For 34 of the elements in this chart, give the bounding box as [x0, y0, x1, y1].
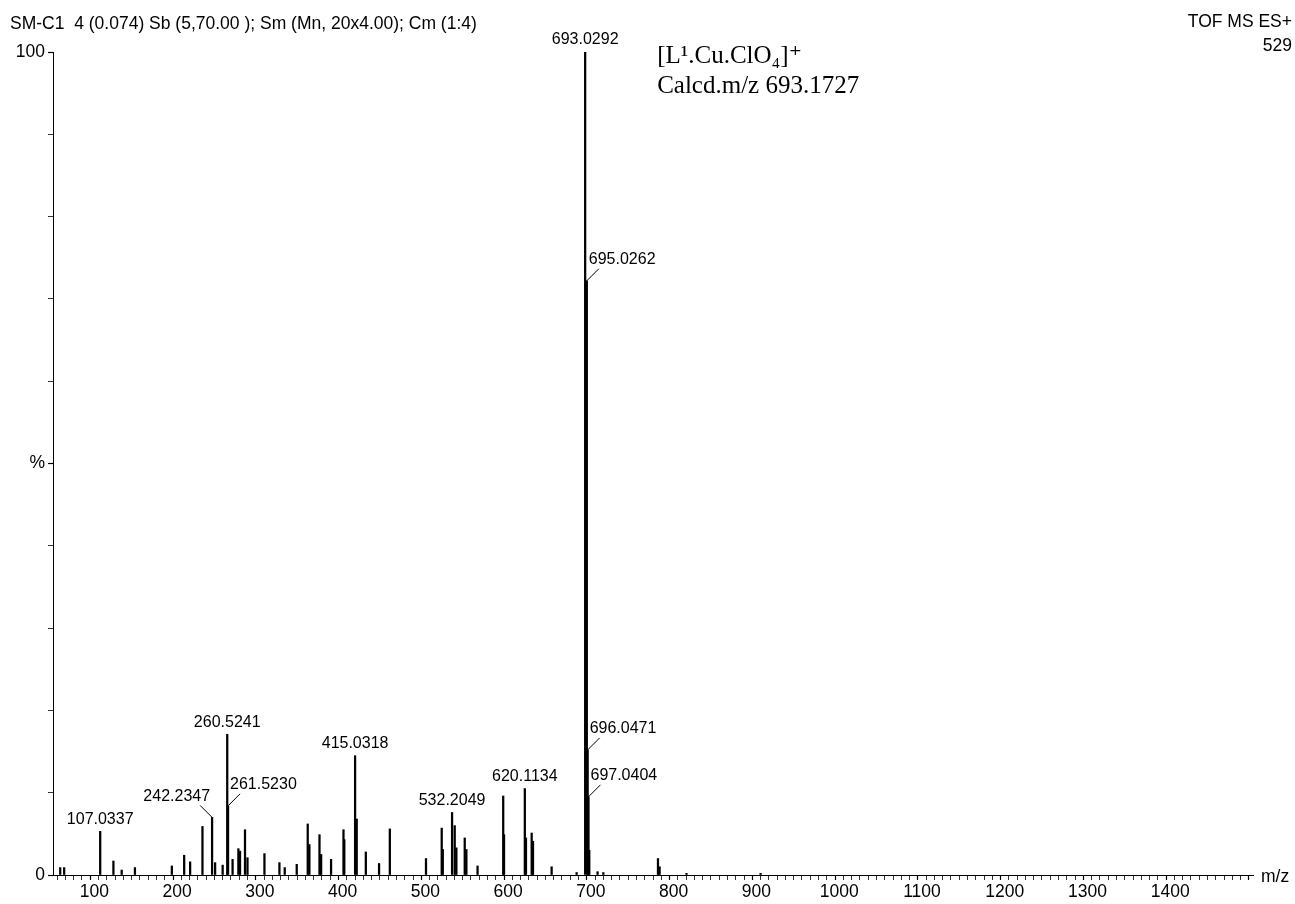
- x-tick-label: 1300: [1068, 881, 1108, 902]
- annotation: [L¹.Cu.ClO₄]⁺: [657, 40, 803, 70]
- chart-subtitle: TOF MS ES+: [1187, 11, 1292, 31]
- annotation: 242.2347: [143, 786, 211, 804]
- x-axis-title: m/z: [1261, 865, 1290, 886]
- annotation: 695.0262: [588, 250, 656, 268]
- annotation: 620.1134: [492, 766, 558, 784]
- x-tick-label: 400: [328, 881, 358, 902]
- annotation: 415.0318: [321, 734, 389, 752]
- y-tick-label: 0: [35, 863, 46, 884]
- annotation: Calcd.m/z 693.1727: [657, 70, 860, 100]
- x-tick-label: 800: [659, 881, 689, 902]
- x-tick-label: 600: [493, 881, 524, 902]
- annotation: 696.0471: [589, 719, 657, 737]
- x-tick-label: 300: [245, 881, 275, 902]
- x-tick-label: 500: [410, 881, 441, 902]
- y-tick-label: 100: [15, 40, 46, 61]
- x-tick-label: 100: [79, 881, 110, 902]
- y-tick-label: %: [29, 452, 45, 473]
- text: 529: [1262, 35, 1292, 55]
- x-tick-label: 200: [162, 881, 192, 902]
- x-tick-label: 1400: [1150, 881, 1190, 902]
- annotation: 261.5230: [230, 775, 297, 793]
- annotation: 693.0292: [551, 30, 619, 48]
- x-tick-label: 1000: [819, 881, 859, 902]
- x-tick-label: 1200: [985, 881, 1025, 902]
- annotation: 107.0337: [66, 809, 134, 827]
- annotation: 697.0404: [590, 766, 658, 784]
- x-tick-label: 1100: [903, 881, 942, 902]
- annotation: 532.2049: [418, 790, 486, 808]
- annotation: 260.5241: [193, 712, 261, 730]
- x-tick-label: 700: [576, 881, 606, 902]
- x-tick-label: 900: [741, 881, 772, 902]
- chart-title: SM-C1 4 (0.074) Sb (5,70.00 ); Sm (Mn, 20x4.00); Cm (1:4): [10, 13, 477, 33]
